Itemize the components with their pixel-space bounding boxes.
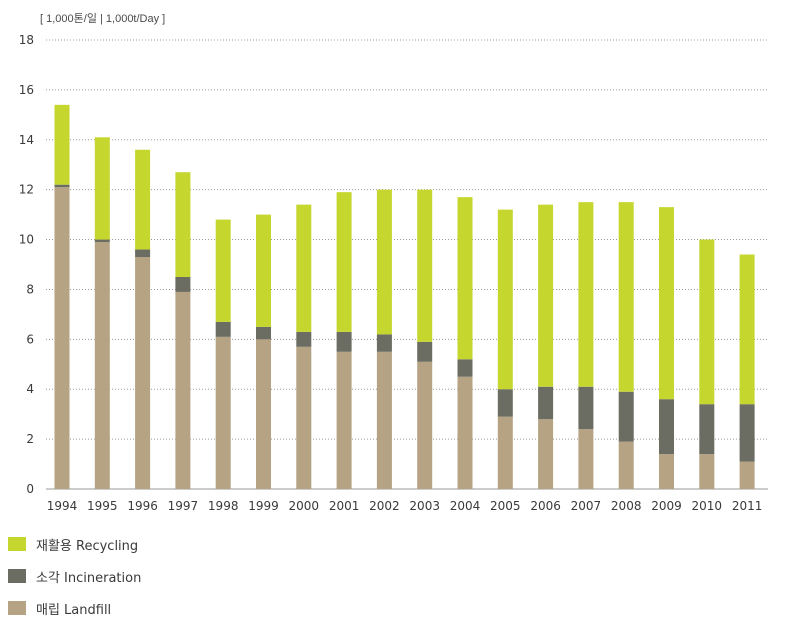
bar-incineration-2002 <box>376 334 392 352</box>
bar-landfill-2009 <box>659 454 674 489</box>
bar-recycling-1994 <box>54 104 70 185</box>
bar-recycling-2011 <box>739 254 755 405</box>
bar-incineration-1994 <box>54 184 70 188</box>
bar-incineration-1998 <box>215 321 231 337</box>
bar-incineration-2003 <box>417 341 433 362</box>
bar-landfill-2006 <box>538 419 554 489</box>
y-tick-label: 6 <box>26 332 34 346</box>
x-axis: 1994 1995 1996 1997 1998 1999 2000 2001 2002 2003… <box>47 499 763 513</box>
bar-recycling-2001 <box>336 192 352 332</box>
legend-label-incineration: 소각 Incineration <box>36 570 142 586</box>
bar-incineration-1997 <box>175 276 191 292</box>
x-tick-label-2006: 2006 <box>530 499 561 513</box>
legend: 재활용 Recycling 소각 Incineration 매립 Landfil… <box>8 528 141 624</box>
x-tick-label-1997: 1997 <box>168 499 199 513</box>
bar-landfill-2001 <box>336 351 352 489</box>
legend-item-landfill: 매립 Landfill <box>8 592 141 624</box>
bar-incineration-2004 <box>457 359 473 377</box>
bar-recycling-2010 <box>699 239 715 405</box>
legend-swatch-landfill <box>8 601 26 615</box>
bar-incineration-2000 <box>296 331 312 347</box>
y-axis: 0 2 4 6 8 10 12 14 16 18 <box>19 33 34 496</box>
x-tick-label-2007: 2007 <box>571 499 602 513</box>
bar-recycling-2007 <box>578 202 594 387</box>
bar-incineration-1996 <box>135 249 151 258</box>
legend-swatch-recycling <box>8 537 26 551</box>
y-tick-label: 14 <box>19 133 34 147</box>
bar-landfill-2010 <box>699 454 715 489</box>
unit-label: [ 1,000톤/일 | 1,000t/Day ] <box>40 11 165 25</box>
bar-incineration-2007 <box>578 386 594 430</box>
bar-landfill-1996 <box>135 257 151 489</box>
bar-landfill-1999 <box>256 339 271 489</box>
bar-landfill-2004 <box>457 376 473 489</box>
legend-item-recycling: 재활용 Recycling <box>8 528 141 560</box>
x-tick-label-2010: 2010 <box>692 499 723 513</box>
bar-recycling-1999 <box>256 214 271 327</box>
bar-landfill-1998 <box>215 336 231 489</box>
y-tick-label: 4 <box>26 382 34 396</box>
bar-landfill-2011 <box>739 461 755 489</box>
y-tick-label: 8 <box>26 282 34 296</box>
bar-recycling-2005 <box>497 209 513 390</box>
bar-landfill-1997 <box>175 291 191 489</box>
y-tick-label: 16 <box>19 83 34 97</box>
y-tick-label: 0 <box>26 482 34 496</box>
y-tick-label: 2 <box>26 432 34 446</box>
bar-incineration-2011 <box>739 404 755 462</box>
bar-landfill-1995 <box>94 242 110 489</box>
bar-recycling-2006 <box>538 204 554 387</box>
bar-recycling-1996 <box>135 149 151 250</box>
bar-incineration-2005 <box>497 389 513 417</box>
x-tick-label-2011: 2011 <box>732 499 763 513</box>
gridlines <box>46 39 768 490</box>
x-tick-label-2002: 2002 <box>369 499 400 513</box>
bar-recycling-2003 <box>417 189 433 342</box>
x-tick-label-2008: 2008 <box>611 499 642 513</box>
x-tick-label-1994: 1994 <box>47 499 78 513</box>
legend-item-incineration: 소각 Incineration <box>8 560 141 592</box>
bar-landfill-2000 <box>296 346 312 489</box>
bar-landfill-2005 <box>497 416 513 489</box>
chart: [ 1,000톤/일 | 1,000t/Day ] 0 2 4 6 8 10 12 14 16 1… <box>19 11 768 513</box>
bar-recycling-2008 <box>618 202 634 392</box>
bar-recycling-1997 <box>175 172 191 277</box>
legend-label-recycling: 재활용 Recycling <box>36 538 139 554</box>
bar-incineration-1995 <box>94 239 110 243</box>
x-tick-label-2003: 2003 <box>409 499 440 513</box>
bar-recycling-2004 <box>457 197 473 360</box>
legend-swatch-incineration <box>8 569 26 583</box>
bar-landfill-2008 <box>618 441 634 489</box>
bar-recycling-2000 <box>296 204 312 332</box>
x-tick-label-1996: 1996 <box>127 499 158 513</box>
bar-incineration-2010 <box>699 404 715 455</box>
bar-incineration-2009 <box>659 399 674 455</box>
legend-label-landfill: 매립 Landfill <box>36 602 112 618</box>
bar-recycling-1995 <box>94 137 110 240</box>
bar-incineration-2008 <box>618 391 634 442</box>
bar-incineration-1999 <box>256 326 271 340</box>
y-tick-label: 12 <box>19 183 34 197</box>
bar-recycling-2002 <box>376 189 392 335</box>
bar-recycling-2009 <box>659 207 674 400</box>
bar-incineration-2006 <box>538 386 554 420</box>
x-tick-label-2004: 2004 <box>450 499 481 513</box>
x-tick-label-2000: 2000 <box>289 499 320 513</box>
x-tick-label-2001: 2001 <box>329 499 360 513</box>
bar-landfill-2007 <box>578 429 594 489</box>
bar-landfill-2002 <box>376 351 392 489</box>
y-tick-label: 18 <box>19 33 34 47</box>
x-tick-label-1999: 1999 <box>248 499 279 513</box>
bar-landfill-2003 <box>417 361 433 489</box>
bar-landfill-1994 <box>54 187 70 489</box>
bar-incineration-2001 <box>336 331 352 352</box>
bars <box>54 104 755 489</box>
x-tick-label-1995: 1995 <box>87 499 118 513</box>
y-tick-label: 10 <box>19 233 34 247</box>
x-tick-label-2009: 2009 <box>651 499 682 513</box>
x-tick-label-1998: 1998 <box>208 499 239 513</box>
x-tick-label-2005: 2005 <box>490 499 521 513</box>
bar-recycling-1998 <box>215 219 231 322</box>
